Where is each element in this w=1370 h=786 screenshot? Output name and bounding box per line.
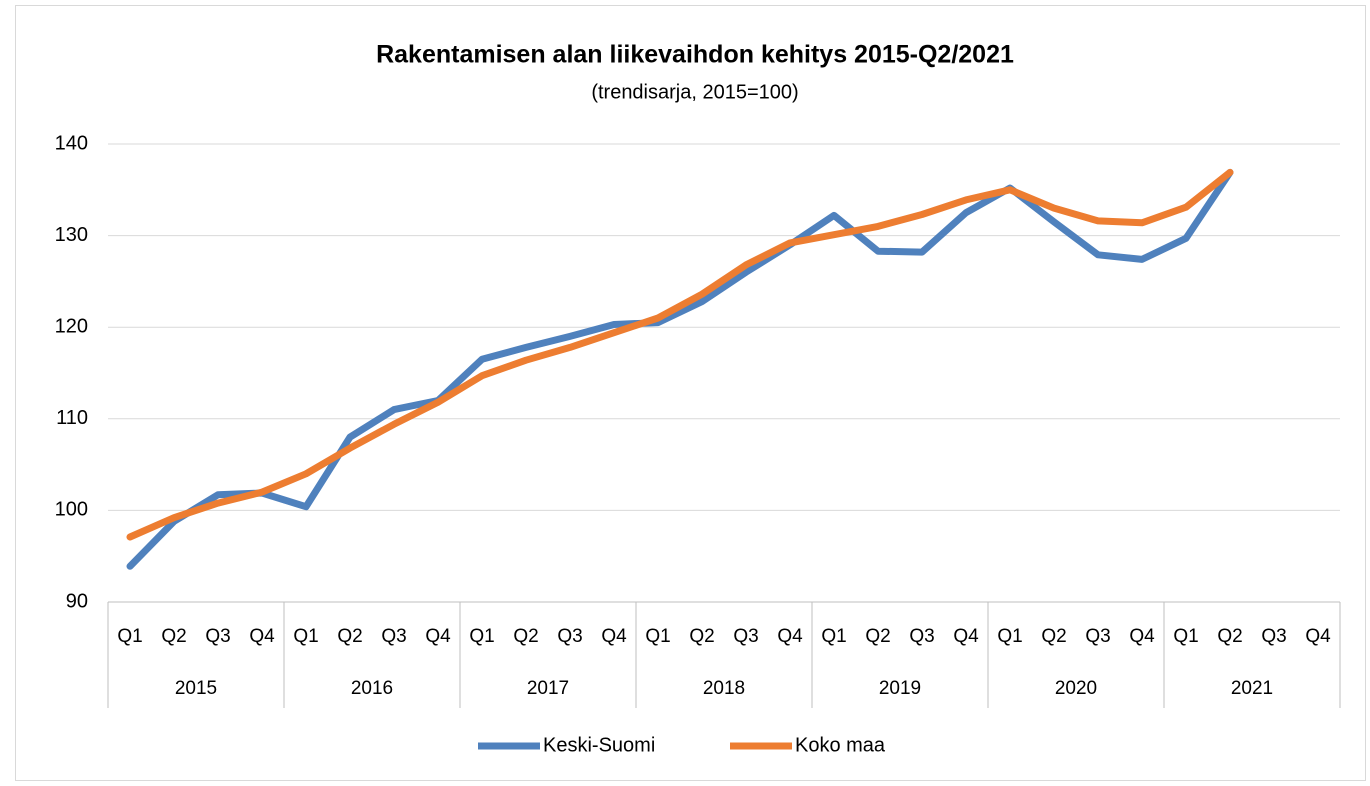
chart-subtitle: (trendisarja, 2015=100) xyxy=(591,81,798,103)
x-tick-label: Q3 xyxy=(1085,626,1110,647)
x-tick-label: Q3 xyxy=(381,626,406,647)
x-tick-label: Q1 xyxy=(821,626,846,647)
group-label: 2020 xyxy=(1055,678,1097,699)
x-tick-label: Q3 xyxy=(557,626,582,647)
x-tick-label: Q1 xyxy=(117,626,142,647)
x-tick-label: Q1 xyxy=(469,626,494,647)
x-tick-label: Q3 xyxy=(733,626,758,647)
group-label: 2017 xyxy=(527,678,569,699)
x-tick-label: Q2 xyxy=(513,626,538,647)
x-tick-label: Q1 xyxy=(293,626,318,647)
x-tick-label: Q2 xyxy=(865,626,890,647)
series-line xyxy=(126,168,1234,541)
x-tick-label: Q4 xyxy=(601,626,627,647)
y-tick-label: 130 xyxy=(55,224,88,246)
x-tick-label: Q2 xyxy=(1217,626,1242,647)
group-label: 2018 xyxy=(703,678,745,699)
group-label: 2015 xyxy=(175,678,217,699)
x-tick-label: Q2 xyxy=(337,626,362,647)
group-label: 2019 xyxy=(879,678,921,699)
chart-title: Rakentamisen alan liikevaihdon kehitys 2… xyxy=(376,41,1014,69)
x-tick-label: Q4 xyxy=(1305,626,1331,647)
x-tick-label: Q3 xyxy=(205,626,230,647)
legend-label: Keski-Suomi xyxy=(543,734,655,756)
chart-border xyxy=(15,5,1366,781)
x-tick-label: Q1 xyxy=(645,626,670,647)
y-tick-label: 140 xyxy=(55,132,88,154)
x-tick-label: Q1 xyxy=(1173,626,1198,647)
x-tick-label: Q4 xyxy=(953,626,979,647)
x-tick-label: Q4 xyxy=(249,626,275,647)
x-tick-label: Q1 xyxy=(997,626,1022,647)
x-tick-label: Q3 xyxy=(909,626,934,647)
y-tick-label: 100 xyxy=(55,499,88,521)
legend-label: Koko maa xyxy=(795,734,886,756)
x-tick-label: Q2 xyxy=(161,626,186,647)
y-tick-label: 110 xyxy=(56,407,88,429)
x-tick-label: Q2 xyxy=(1041,626,1066,647)
x-tick-label: Q4 xyxy=(777,626,803,647)
y-tick-label: 90 xyxy=(66,590,88,612)
y-tick-label: 120 xyxy=(55,315,88,337)
group-label: 2016 xyxy=(351,678,393,699)
series-line xyxy=(126,168,1234,570)
x-tick-label: Q4 xyxy=(1129,626,1155,647)
x-tick-label: Q3 xyxy=(1261,626,1286,647)
x-tick-label: Q2 xyxy=(689,626,714,647)
x-tick-label: Q4 xyxy=(425,626,451,647)
group-label: 2021 xyxy=(1231,678,1273,699)
